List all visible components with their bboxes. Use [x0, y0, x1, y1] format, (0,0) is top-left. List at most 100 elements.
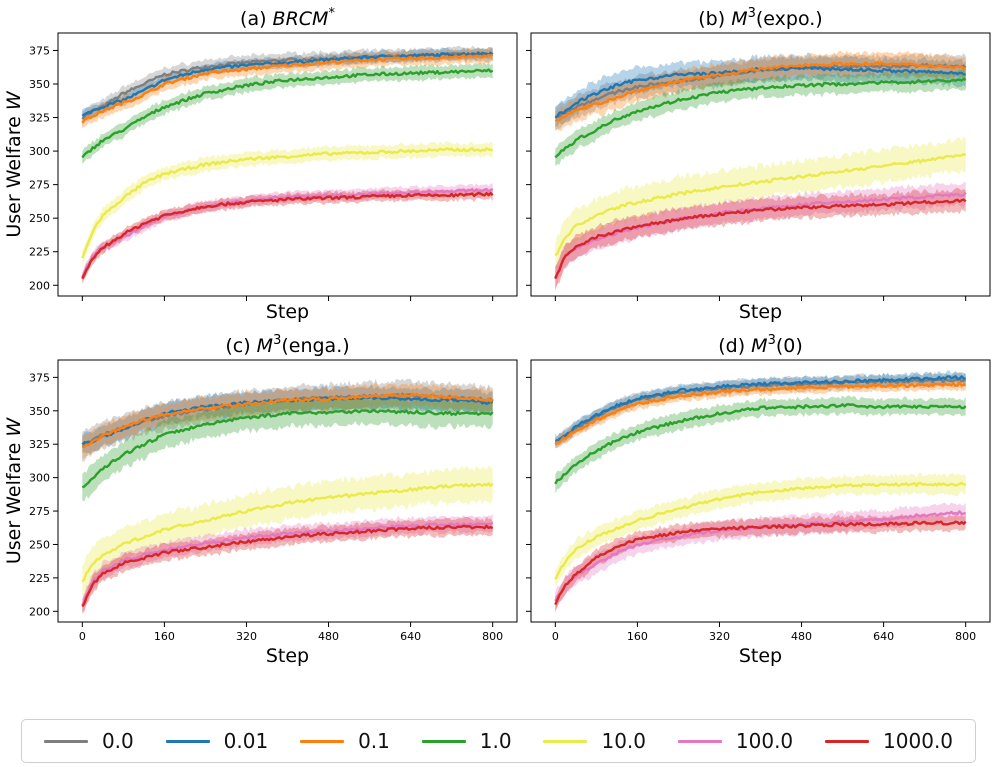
series-band-1000.0 [82, 187, 493, 285]
title-superscript: 3 [273, 333, 281, 348]
subplot-title: (a) BRCM* [240, 6, 335, 30]
legend-label: 10.0 [601, 729, 646, 753]
x-tick-label: 800 [482, 630, 503, 643]
y-tick-label: 200 [29, 279, 50, 292]
legend-swatch [165, 739, 210, 743]
y-axis-label-var: W [3, 417, 25, 437]
y-axis-label: User Welfare W [3, 90, 25, 237]
legend-item: 0.1 [300, 729, 390, 753]
series-line-1000.0 [81, 524, 494, 608]
series-line-0.01 [554, 375, 966, 442]
plot-area [554, 370, 967, 613]
legend: 0.0 0.01 0.1 1.0 10.0 100.0 1000.0 [21, 719, 976, 763]
y-axis-label-text: User Welfare [3, 110, 25, 237]
series-band-1.0 [555, 395, 966, 494]
plot-area [81, 378, 494, 614]
series-band-0.0 [555, 371, 966, 449]
legend-item: 0.01 [165, 729, 269, 753]
title-prefix: (b) [698, 8, 731, 30]
x-tick-label: 160 [627, 630, 648, 643]
title-math: BRCM [273, 8, 329, 30]
legend-label: 1.0 [479, 729, 512, 753]
y-tick-label: 225 [29, 572, 50, 585]
y-axis-label-var: W [3, 90, 25, 110]
legend-label: 1000.0 [883, 729, 954, 753]
series-band-1000.0 [555, 187, 966, 291]
legend-item: 1.0 [421, 729, 512, 753]
subplot: 0 160 320 480 640 800 200 225 250 275 300 325 350 375… [3, 333, 518, 667]
x-tick-label: 480 [318, 630, 339, 643]
title-prefix: (c) [225, 335, 256, 357]
legend-swatch [421, 739, 466, 743]
series-line-1.0 [81, 408, 494, 489]
y-tick-label: 200 [29, 605, 50, 618]
legend-label: 0.01 [223, 729, 269, 753]
title-superscript: 3 [748, 6, 756, 21]
series-band-0.01 [82, 384, 493, 455]
series-band-1.0 [82, 394, 493, 502]
series-line-0.1 [82, 392, 494, 449]
series-band-1000.0 [555, 513, 966, 613]
y-tick-label: 325 [29, 438, 50, 451]
title-suffix: (expo.) [756, 8, 823, 30]
title-prefix: (a) [240, 8, 273, 30]
x-tick-label: 160 [154, 630, 175, 643]
series-line-100.0 [554, 510, 966, 602]
series-band-0.0 [82, 378, 493, 462]
series-band-0.0 [82, 45, 493, 127]
legend-swatch [677, 739, 722, 743]
legend-label: 0.0 [101, 729, 134, 753]
series-band-100.0 [82, 183, 493, 282]
series-line-1000.0 [81, 191, 494, 280]
title-superscript: * [328, 6, 335, 21]
subplot: 200 225 250 275 300 325 350 375 Step User Welfare… [3, 6, 518, 323]
title-math: M [731, 8, 747, 30]
legend-item: 100.0 [677, 729, 794, 753]
title-prefix: (d) [718, 335, 751, 357]
title-math: M [257, 335, 273, 357]
series-line-0.1 [81, 53, 494, 124]
legend-item: 0.0 [43, 729, 134, 753]
y-axis-label-text: User Welfare [3, 437, 25, 564]
x-tick-label: 640 [873, 630, 894, 643]
y-tick-label: 325 [29, 112, 50, 125]
x-axis-label: Step [739, 645, 782, 667]
y-tick-label: 250 [29, 212, 50, 225]
series-line-1.0 [554, 77, 967, 159]
series-line-1.0 [554, 403, 967, 485]
series-line-10.0 [81, 147, 493, 259]
subplot-title: (c) M3(enga.) [225, 333, 349, 357]
y-tick-label: 375 [29, 371, 50, 384]
y-tick-label: 275 [29, 179, 50, 192]
series-line-10.0 [81, 482, 494, 583]
series-line-10.0 [554, 153, 967, 257]
axes-frame [57, 359, 518, 623]
series-line-1000.0 [554, 520, 967, 606]
legend-label: 0.1 [358, 729, 390, 753]
title-superscript: 3 [768, 333, 776, 348]
series-band-100.0 [555, 181, 966, 289]
y-axis-label: User Welfare W [3, 417, 25, 564]
series-line-1000.0 [554, 198, 967, 280]
series-band-10.0 [82, 141, 493, 266]
plot-area [554, 50, 967, 291]
series-band-100.0 [555, 502, 966, 611]
legend-item: 1000.0 [825, 729, 953, 753]
y-tick-label: 300 [29, 472, 50, 485]
x-tick-label: 320 [236, 630, 257, 643]
x-axis-label: Step [266, 645, 309, 667]
x-axis-label: Step [739, 301, 782, 323]
series-band-100.0 [82, 514, 493, 613]
axes-frame [530, 32, 991, 297]
legend-swatch [300, 739, 345, 743]
legend-label: 100.0 [735, 729, 794, 753]
x-tick-label: 0 [552, 630, 559, 643]
y-tick-label: 300 [29, 145, 50, 158]
plot-area [81, 45, 494, 285]
series-line-100.0 [81, 521, 494, 606]
y-tick-label: 250 [29, 538, 50, 551]
y-tick-label: 275 [29, 505, 50, 518]
subplot-title: (d) M3(0) [718, 333, 803, 357]
x-tick-label: 800 [955, 630, 976, 643]
